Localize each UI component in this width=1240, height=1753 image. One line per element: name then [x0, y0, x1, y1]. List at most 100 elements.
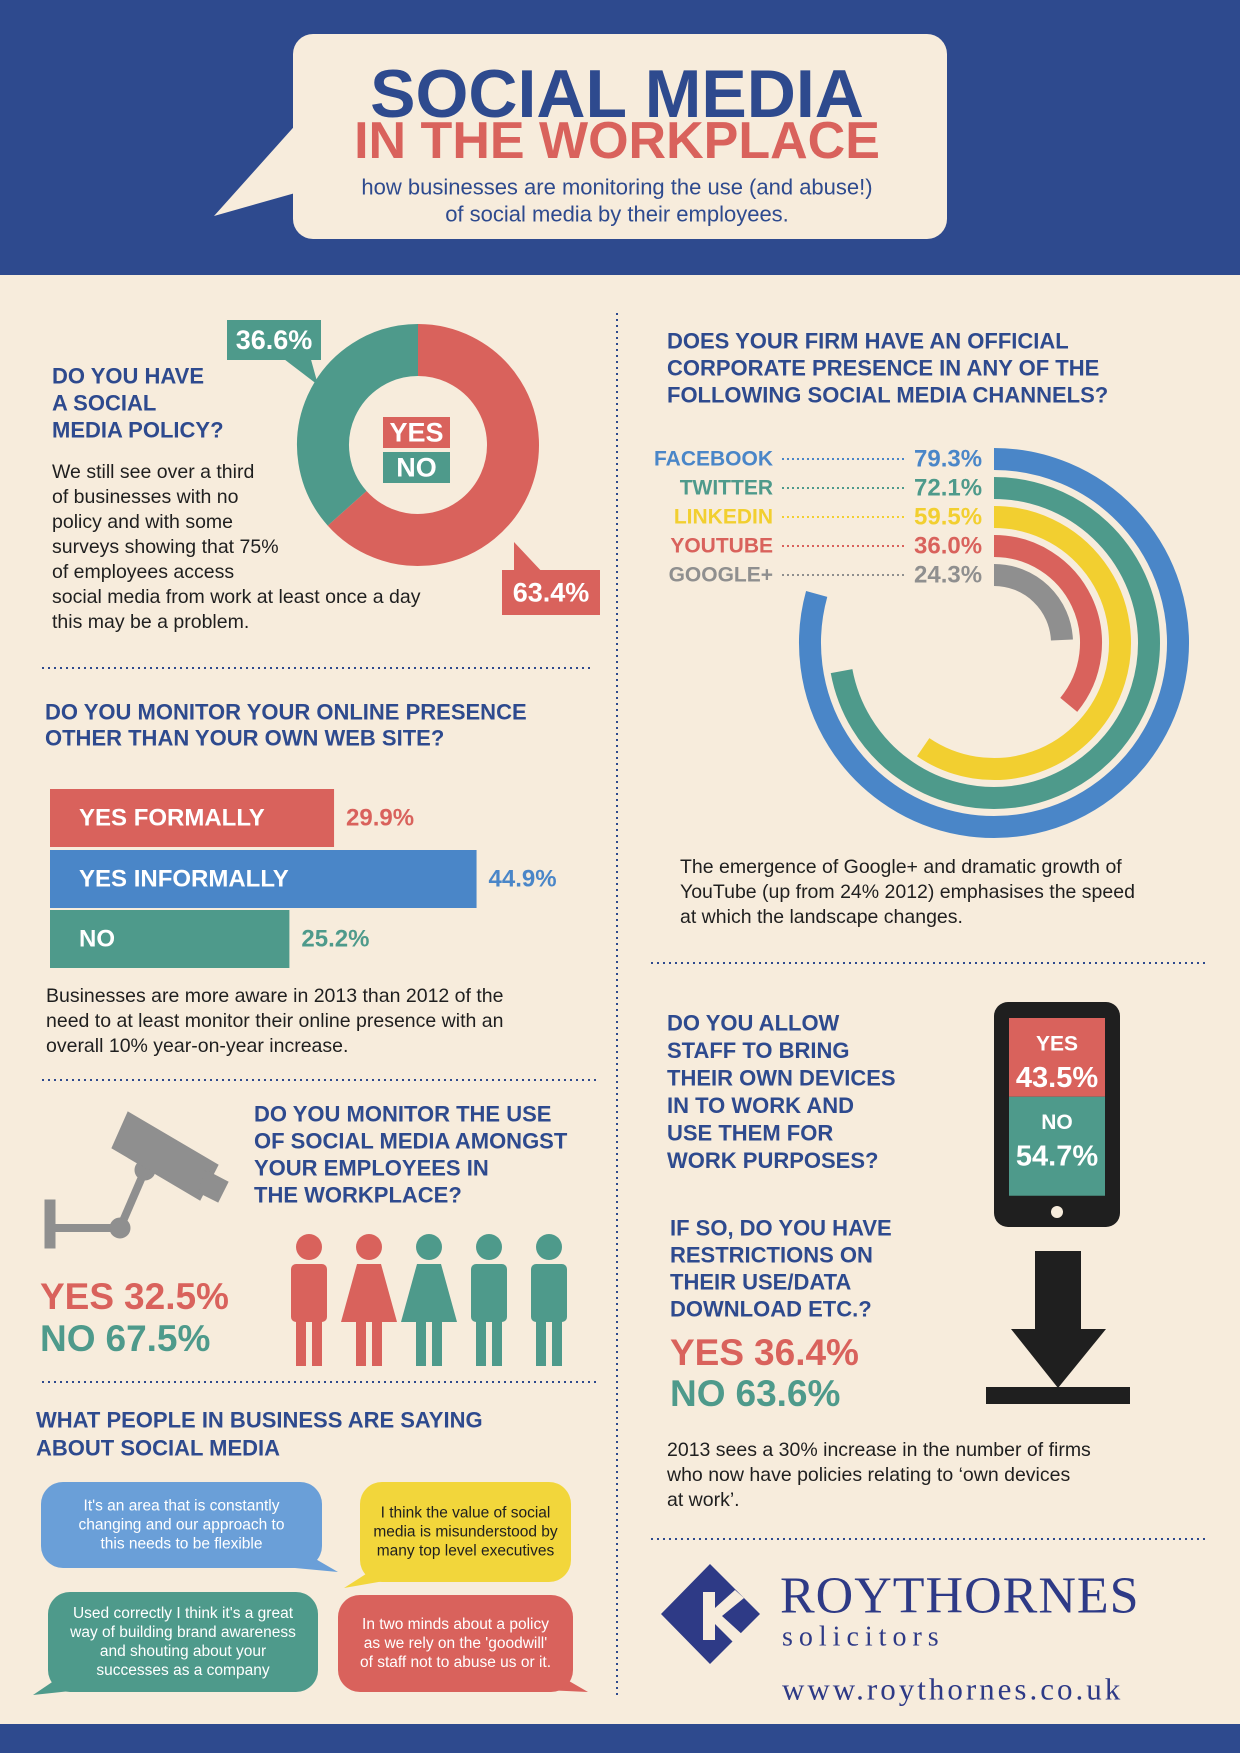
person-leg: [432, 1318, 442, 1366]
person-leg: [416, 1318, 426, 1366]
download-icon: [986, 1251, 1130, 1404]
quote-bubble: [48, 1592, 318, 1692]
stat-category: YES: [40, 1276, 114, 1317]
section-title: THE WORKPLACE?: [254, 1183, 462, 1208]
section-title: RESTRICTIONS ON: [670, 1243, 873, 1268]
value-label: 25.2%: [301, 926, 369, 953]
note: YouTube (up from 24% 2012) emphasises th…: [680, 881, 1135, 903]
note: Businesses are more aware in 2013 than 2…: [46, 985, 503, 1007]
note: need to at least monitor their online pr…: [46, 1010, 503, 1032]
person-head: [356, 1234, 382, 1260]
bar: [50, 850, 477, 908]
value-label: 36.6%: [236, 325, 313, 355]
value-label: 79.3%: [914, 446, 982, 473]
person-body: [401, 1264, 457, 1322]
person-head: [536, 1234, 562, 1260]
section-title: A SOCIAL: [52, 391, 156, 416]
person-leg: [552, 1318, 562, 1366]
label-box: [502, 570, 600, 615]
section-title: DOES YOUR FIRM HAVE AN OFFICIAL: [667, 329, 1069, 354]
phone-button: [1051, 1206, 1063, 1218]
value-label: 72.1%: [914, 475, 982, 502]
quote-text: It's an area that is constantly: [84, 1498, 280, 1515]
quote-text: many top level executives: [377, 1543, 555, 1560]
person-head: [416, 1234, 442, 1260]
note: 2013 sees a 30% increase in the number o…: [667, 1439, 1091, 1461]
stat: YES 36.4%: [670, 1332, 859, 1373]
category-label: FACEBOOK: [654, 448, 773, 471]
stat: NO 63.6%: [670, 1373, 840, 1414]
bar-label: YES FORMALLY: [79, 805, 265, 832]
bar: [50, 910, 290, 968]
stat-category: NO: [40, 1318, 96, 1359]
tagline: solicitors: [782, 1622, 945, 1653]
stat-value: 32.5%: [124, 1276, 229, 1317]
person-leg: [492, 1318, 502, 1366]
screen-segment: [1009, 1018, 1105, 1097]
section-title: DO YOU HAVE: [52, 364, 204, 389]
note: We still see over a third: [52, 461, 254, 483]
url: www.roythornes.co.uk: [782, 1672, 1123, 1707]
bar-label: YES INFORMALLY: [79, 866, 289, 893]
person-body: [291, 1264, 327, 1322]
radial-arc: [830, 477, 1160, 809]
legend-label: YES: [389, 418, 443, 448]
radial-arc: [993, 564, 1073, 641]
label-tail: [280, 356, 318, 385]
value-label: 63.4%: [513, 578, 590, 608]
category-label: TWITTER: [680, 477, 773, 500]
phone-value: 54.7%: [1016, 1141, 1098, 1173]
quote-text: successes as a company: [96, 1662, 269, 1679]
stat-value: 63.6%: [736, 1373, 841, 1414]
person-leg: [296, 1318, 306, 1366]
note: of businesses with no: [52, 486, 239, 508]
person-leg: [536, 1318, 546, 1366]
label-box: [227, 320, 321, 360]
stat: NO 67.5%: [40, 1318, 210, 1359]
note: overall 10% year-on-year increase.: [46, 1035, 348, 1057]
note: policy and with some: [52, 511, 233, 533]
title-line2: IN THE WORKPLACE: [354, 112, 880, 170]
person-head: [476, 1234, 502, 1260]
donut-segment: [327, 324, 539, 566]
subtitle: of social media by their employees.: [445, 202, 789, 227]
stat-value: 67.5%: [106, 1318, 211, 1359]
section-title: OTHER THAN YOUR OWN WEB SITE?: [45, 726, 444, 751]
value-label: 29.9%: [346, 805, 414, 832]
screen-segment: [1009, 1096, 1105, 1196]
section-title: IN TO WORK AND: [667, 1093, 854, 1118]
person-leg: [372, 1318, 382, 1366]
person-leg: [356, 1318, 366, 1366]
phone-value: 43.5%: [1016, 1062, 1098, 1094]
stat: YES 32.5%: [40, 1276, 229, 1317]
company: ROYTHORNES: [780, 1568, 1140, 1625]
bar-label: NO: [79, 926, 115, 953]
category-label: LINKEDIN: [674, 506, 773, 529]
section-title: IF SO, DO YOU HAVE: [670, 1216, 892, 1241]
quote-text: and shouting about your: [100, 1643, 266, 1660]
category-label: GOOGLE+: [669, 564, 773, 587]
quote-text: Used correctly I think it's a great: [73, 1605, 294, 1622]
section-title: WORK PURPOSES?: [667, 1148, 878, 1173]
stat-value: 36.4%: [754, 1332, 859, 1373]
radial-arc: [799, 448, 1189, 838]
title-bubble: [293, 34, 947, 239]
quote-text: this needs to be flexible: [101, 1536, 263, 1553]
person-leg: [476, 1318, 486, 1366]
note: at which the landscape changes.: [680, 906, 963, 928]
quote-text: In two minds about a policy: [362, 1616, 549, 1633]
quote-bubble: [41, 1482, 322, 1568]
value-label: 36.0%: [914, 533, 982, 560]
quote-text: way of building brand awareness: [69, 1624, 296, 1641]
section-title: THEIR USE/DATA: [670, 1270, 851, 1295]
camera-icon: [44, 1111, 229, 1249]
radial-arc: [993, 535, 1102, 712]
value-label: 59.5%: [914, 504, 982, 531]
quote-text: of staff not to abuse us or it.: [360, 1654, 551, 1671]
section-title: FOLLOWING SOCIAL MEDIA CHANNELS?: [667, 383, 1108, 408]
note: this may be a problem.: [52, 611, 249, 633]
section-title: DO YOU ALLOW: [667, 1011, 840, 1036]
quote-text: changing and our approach to: [79, 1517, 285, 1534]
category-label: YOUTUBE: [670, 535, 773, 558]
